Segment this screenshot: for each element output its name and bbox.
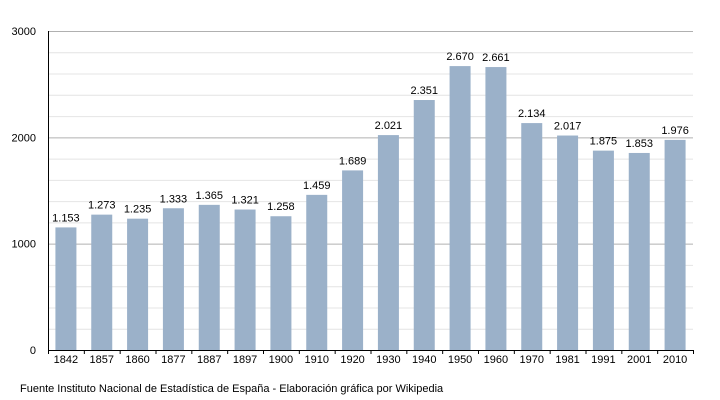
value-label: 1.258	[267, 201, 295, 213]
value-label: 2.021	[375, 120, 403, 132]
x-tick-label: 1940	[412, 354, 436, 366]
bar	[198, 204, 220, 350]
x-tick-label: 1877	[161, 354, 185, 366]
value-label: 1.976	[661, 125, 689, 137]
bar	[270, 216, 292, 350]
y-tick-label: 0	[30, 345, 36, 357]
x-tick-label: 1920	[340, 354, 364, 366]
bar	[342, 170, 364, 350]
x-tick-label: 1991	[591, 354, 615, 366]
x-tick-label: 1950	[448, 354, 472, 366]
bar	[413, 100, 435, 350]
x-tick-label: 1860	[125, 354, 149, 366]
bar	[55, 227, 77, 350]
x-tick-label: 1981	[555, 354, 579, 366]
value-label: 1.459	[303, 180, 331, 192]
source-note: Fuente Instituto Nacional de Estadística…	[20, 383, 444, 395]
y-tick-label: 1000	[12, 239, 36, 251]
x-tick-label: 1970	[520, 354, 544, 366]
x-tick-label: 1887	[197, 354, 221, 366]
bar	[485, 67, 507, 350]
bar	[162, 208, 184, 350]
bar	[306, 194, 328, 350]
value-label: 2.351	[410, 85, 438, 97]
x-tick-label: 1897	[233, 354, 257, 366]
x-tick-label: 1857	[90, 354, 114, 366]
bar	[91, 214, 113, 350]
value-label: 1.875	[590, 136, 618, 148]
bar	[592, 150, 614, 350]
bar	[127, 218, 149, 350]
bar	[377, 135, 399, 350]
bar	[521, 123, 543, 351]
value-label: 1.333	[160, 193, 188, 205]
bar	[557, 135, 579, 350]
value-label: 1.235	[124, 204, 152, 216]
value-label: 2.670	[446, 51, 474, 63]
value-label: 1.273	[88, 200, 116, 212]
x-tick-label: 2001	[627, 354, 651, 366]
value-label: 1.689	[339, 155, 367, 167]
bar	[628, 152, 650, 350]
bar	[234, 209, 256, 350]
value-label: 1.321	[231, 195, 259, 207]
bar	[664, 139, 686, 350]
value-label: 2.661	[482, 52, 510, 64]
x-tick-label: 1900	[269, 354, 293, 366]
value-label: 1.153	[52, 212, 80, 224]
bar	[449, 66, 471, 350]
value-label: 2.134	[518, 108, 546, 120]
y-tick-label: 2000	[12, 132, 36, 144]
value-label: 1.365	[195, 190, 223, 202]
value-label: 2.017	[554, 121, 582, 133]
x-tick-label: 1910	[305, 354, 329, 366]
x-tick-label: 1960	[484, 354, 508, 366]
y-tick-label: 3000	[12, 26, 36, 38]
x-tick-label: 1842	[54, 354, 78, 366]
x-tick-label: 1930	[376, 354, 400, 366]
value-label: 1.853	[625, 138, 653, 150]
x-tick-label: 2010	[663, 354, 687, 366]
